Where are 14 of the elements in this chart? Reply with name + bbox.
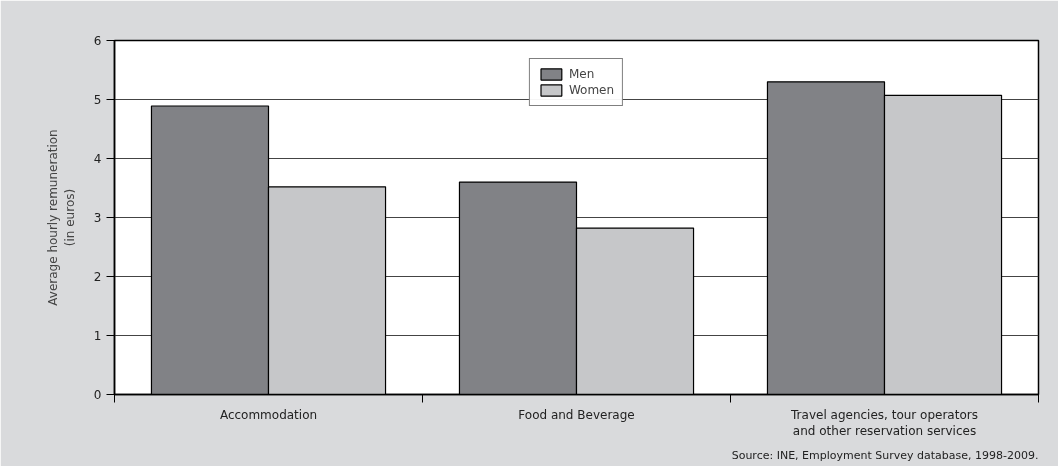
y-tick-label: 6 (93, 34, 102, 48)
y-tick-label: 1 (93, 329, 102, 343)
legend-label: Women (568, 83, 615, 97)
y-tick-label: 0 (93, 388, 102, 402)
x-tick-label: Food and Beverage (518, 407, 635, 422)
legend-label: Men (568, 67, 595, 81)
y-tick-label: 4 (93, 152, 102, 166)
y-tick-label: 2 (93, 270, 102, 284)
y-tick-label: 5 (93, 93, 102, 107)
y-tick-label: 3 (93, 211, 102, 225)
x-tick-label: Accommodation (219, 407, 318, 422)
x-tick-label: Travel agencies, tour operators and other reservation services (790, 407, 978, 439)
source-note: Source: INE, Employment Survey database, 1998-2009. (731, 448, 1039, 462)
y-axis-title: Average hourly remuneration (in euros) (46, 129, 77, 306)
